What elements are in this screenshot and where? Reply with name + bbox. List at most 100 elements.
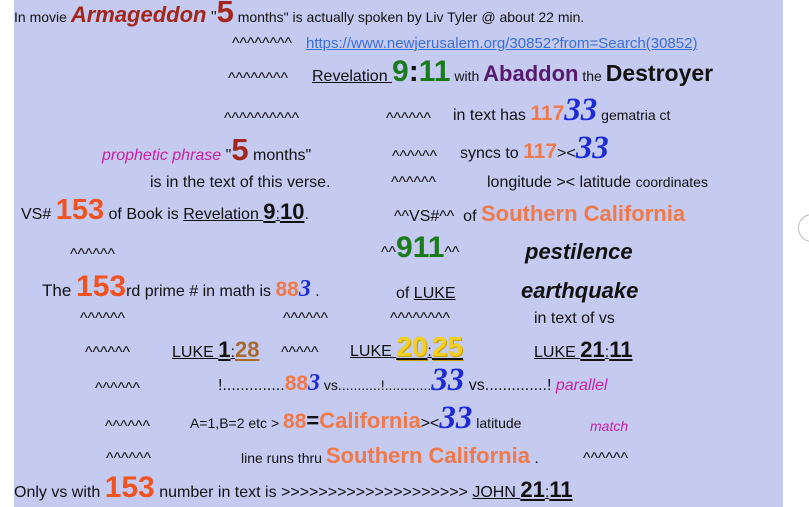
text-run: : [275, 206, 280, 223]
text-line: earthquake [521, 280, 638, 302]
text-run: the [578, 68, 606, 84]
text-run: The [42, 281, 77, 300]
text-line: ^^^^^^^^ [390, 311, 450, 327]
text-run: longitude >< latitude [487, 174, 636, 191]
text-run: ^^^^^ [281, 344, 319, 361]
text-run: : [408, 55, 419, 88]
text-run: number in text is >>>>>>>>>>>>>>>>>>>> [154, 484, 473, 501]
text-line: longitude >< latitude coordinates [487, 175, 708, 191]
text-run: gematria ct [597, 107, 671, 123]
text-run: A=1,B=2 etc > [190, 415, 284, 431]
text-run: : [604, 344, 610, 361]
text-run: 3 [308, 370, 321, 396]
scroll-handle[interactable] [798, 214, 809, 242]
text-line: ^^^^^^ [85, 345, 130, 361]
text-run: Revelation [183, 206, 264, 223]
text-line: LUKE 21:11 [534, 339, 632, 361]
text-run: !.............. [218, 377, 285, 394]
text-run: 10 [279, 199, 305, 224]
text-run: >< [557, 145, 576, 162]
text-run: " [206, 9, 217, 26]
text-run: syncs to [460, 145, 524, 162]
text-run: ^^ [381, 244, 397, 261]
text-run: ^^^^^^ [70, 246, 116, 263]
text-run: Destroyer [605, 60, 714, 86]
text-run: Southern California [480, 201, 686, 226]
text-run: = [306, 408, 320, 433]
text-run: prophetic phrase [102, 147, 222, 164]
text-run: : [427, 343, 432, 360]
text-run: 11 [549, 477, 573, 502]
text-run: in text of vs [534, 310, 615, 327]
text-run: with [450, 68, 484, 84]
text-run: ^^^^^^ [106, 450, 152, 467]
text-run: 33 [575, 130, 609, 166]
text-run: ^^^^^^ [386, 110, 432, 127]
text-run: ^^^^^^ [95, 380, 141, 397]
text-run: California [319, 408, 421, 433]
text-run: ^^^^^^ [80, 310, 126, 327]
text-run: 88 [275, 278, 299, 301]
text-run: ^^^^^^ [583, 450, 629, 467]
text-line: ^^^^^^ [283, 311, 328, 327]
text-line: ^^^^^^ [80, 311, 125, 327]
text-line: in text has 11733 gematria ct [453, 94, 670, 127]
text-line: pestilence [525, 241, 633, 263]
text-run: ^^VS#^^ [394, 208, 455, 225]
text-line: ^^^^^^ [105, 419, 150, 435]
text-line: !..............883 vs...........!.......… [218, 364, 607, 397]
text-run: of [396, 285, 414, 302]
text-line: A=1,B=2 etc > 88=California><33 latitude [190, 402, 521, 435]
text-line: The 153rd prime # in math is 883 . [42, 272, 320, 302]
text-run: months" [248, 147, 312, 164]
text-run: LUKE [413, 285, 456, 302]
text-line: match [590, 419, 628, 435]
text-run: of [454, 208, 481, 225]
text-run: 9 [263, 199, 276, 224]
text-run: parallel [555, 377, 608, 394]
text-run: 153 [104, 471, 155, 504]
text-line: ^^^^^^ [583, 451, 628, 467]
text-line: ^^^^^^^^ [228, 71, 297, 87]
text-run: 88 [284, 372, 309, 395]
text-line: Only vs with 153 number in text is >>>>>… [14, 473, 573, 503]
text-run: 33 [431, 362, 465, 398]
text-line: ^^VS#^^ of Southern California [394, 203, 685, 225]
text-line: of LUKE [396, 286, 456, 302]
text-run: 25 [431, 331, 464, 362]
text-run: coordinates [635, 174, 708, 190]
text-run: 20 [396, 331, 428, 362]
text-run: line runs thru [241, 450, 326, 466]
text-line: ^^^^^^^^^^ [224, 111, 299, 127]
text-line: prophetic phrase "5 months" [102, 134, 311, 165]
link[interactable]: https://www.newjerusalem.org/30852?from=… [306, 35, 698, 52]
text-line: ^^^^^ [281, 345, 319, 361]
text-run: >< [420, 415, 440, 432]
text-run: ^^ [444, 244, 460, 261]
text-run: is in the text of this verse. [150, 174, 331, 191]
text-run: earthquake [521, 278, 639, 303]
text-run: 21 [580, 337, 605, 362]
text-line: syncs to 117><33 [460, 132, 609, 165]
text-run: Southern California [325, 443, 530, 468]
text-run: ^^^^^^ [283, 310, 329, 327]
text-run: . [529, 450, 539, 467]
text-line: ^^^^^^ [391, 175, 436, 191]
text-run: In movie [14, 9, 71, 25]
text-run: ^^^^^^^^ [390, 310, 451, 327]
text-run: : [230, 344, 235, 361]
document-panel [14, 0, 783, 507]
text-run: . [304, 206, 309, 223]
text-run: 21 [520, 477, 545, 502]
text-line: ^^^^^^^^ [232, 36, 297, 52]
text-run: 11 [418, 55, 451, 88]
text-run: 911 [396, 231, 445, 264]
text-run: Abaddon [483, 61, 579, 86]
text-run: . [310, 283, 320, 300]
text-line: https://www.newjerusalem.org/30852?from=… [306, 36, 697, 52]
text-run: 1 [218, 337, 231, 362]
text-line: ^^^^^^ [392, 149, 437, 165]
text-run: 11 [609, 337, 633, 362]
text-line: line runs thru Southern California . [241, 445, 539, 467]
text-run: ^^^^^^ [85, 344, 131, 361]
